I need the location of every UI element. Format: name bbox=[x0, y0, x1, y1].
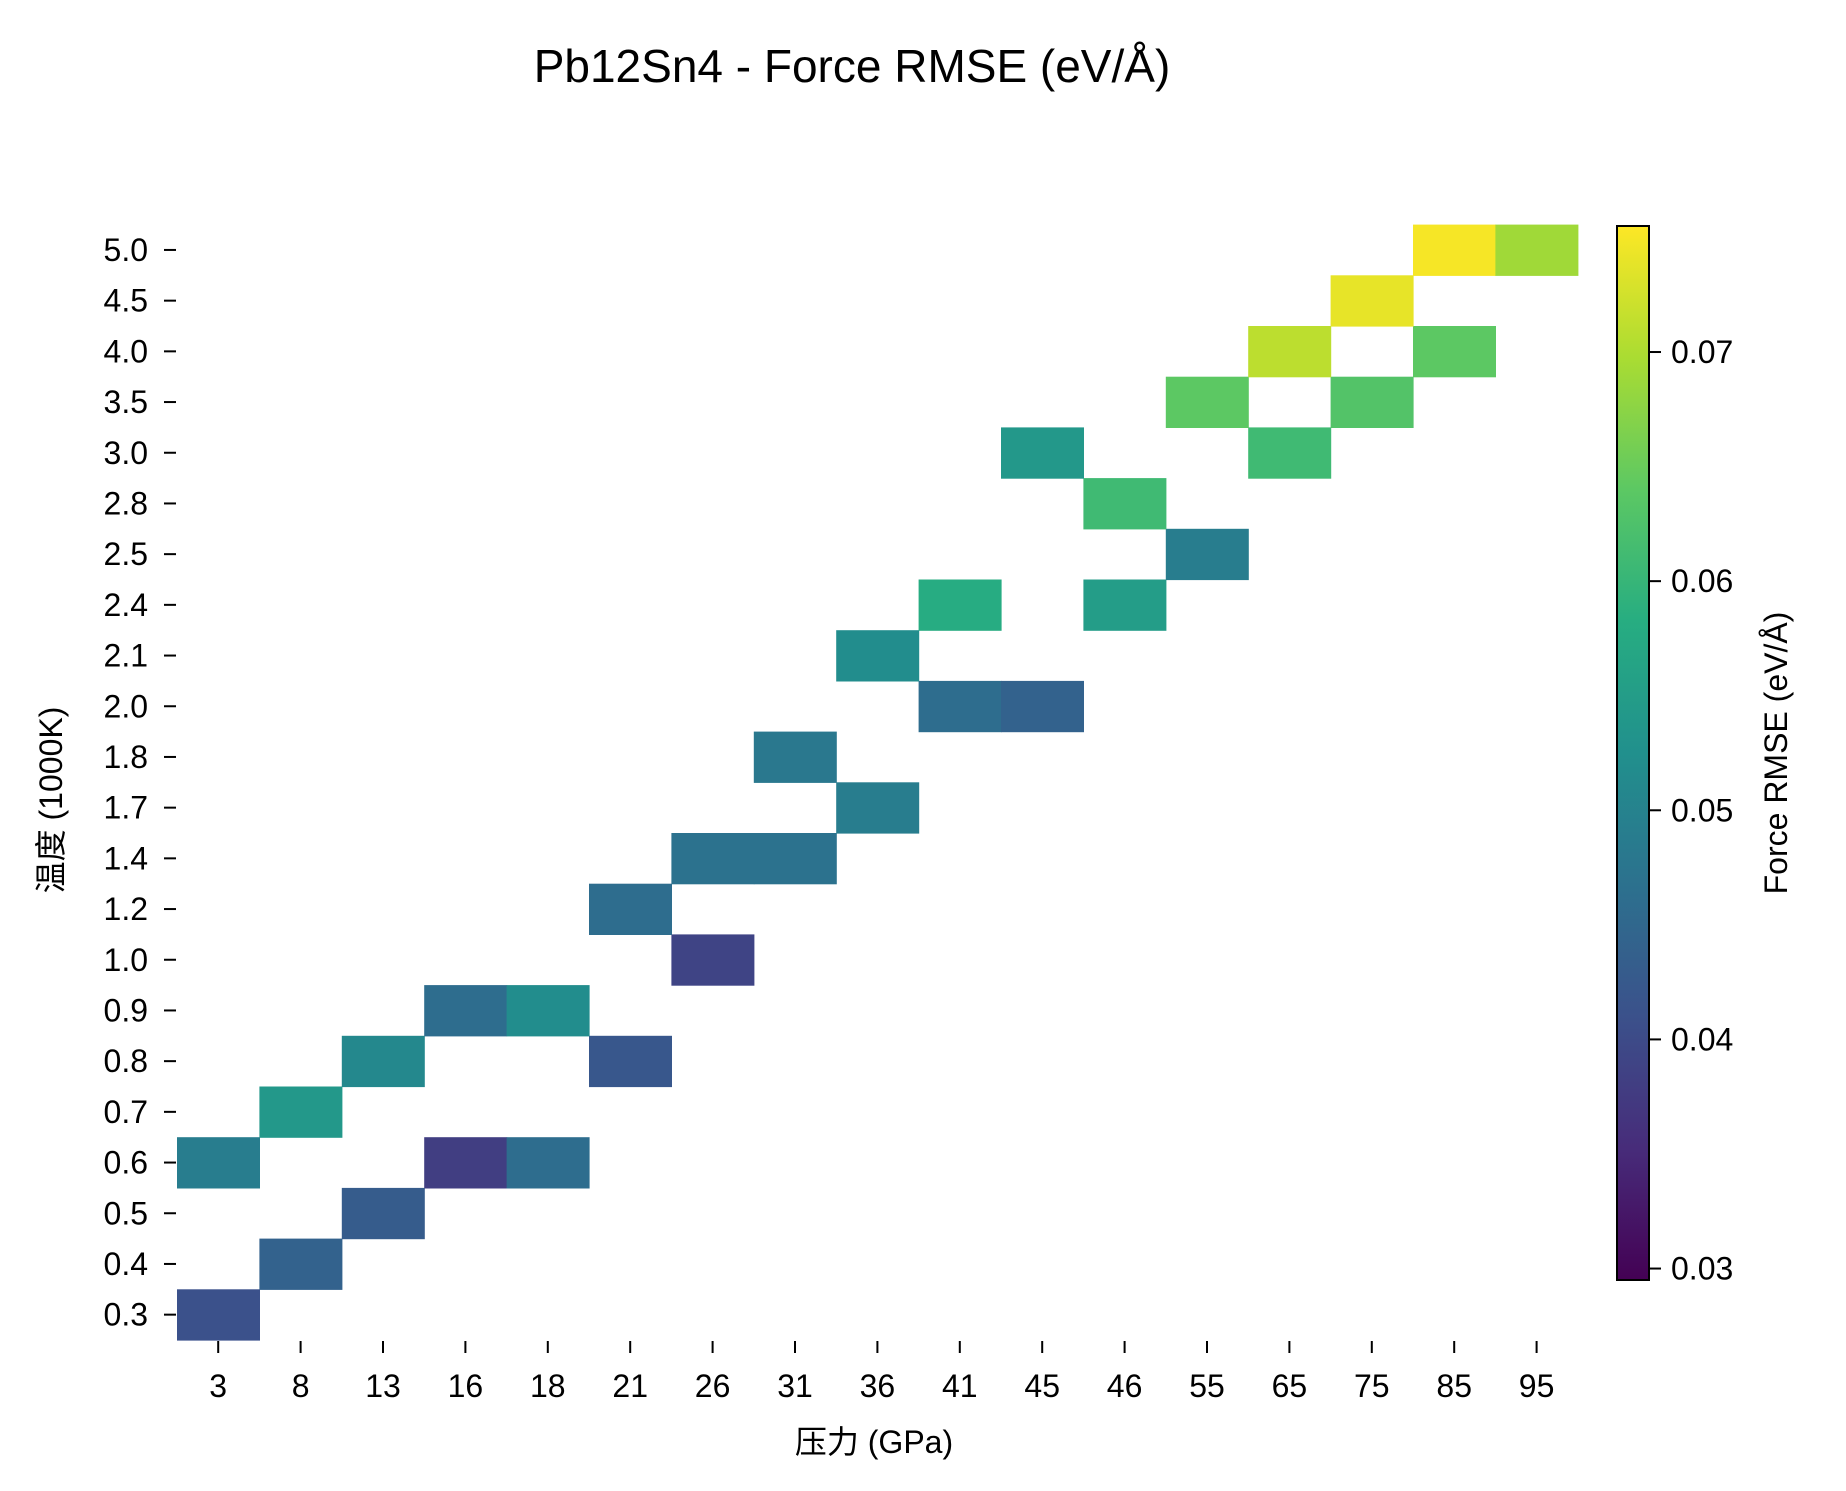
x-tick-label: 8 bbox=[292, 1368, 310, 1404]
heatmap-cell bbox=[753, 833, 837, 885]
heatmap-cell bbox=[259, 1238, 343, 1290]
colorbar-tick-label: 0.05 bbox=[1671, 792, 1733, 828]
x-tick-label: 45 bbox=[1024, 1368, 1060, 1404]
x-tick-label: 31 bbox=[777, 1368, 813, 1404]
colorbar-label: Force RMSE (eV/Å) bbox=[1758, 612, 1794, 895]
x-tick-label: 13 bbox=[365, 1368, 401, 1404]
y-tick-label: 0.3 bbox=[104, 1297, 148, 1333]
heatmap-cell bbox=[671, 833, 755, 885]
heatmap-cell bbox=[1165, 528, 1249, 581]
y-tick-label: 3.5 bbox=[104, 384, 148, 420]
y-tick-label: 1.8 bbox=[104, 739, 148, 775]
heatmap-cell bbox=[836, 782, 920, 834]
y-tick-label: 3.0 bbox=[104, 435, 148, 471]
y-tick-label: 0.6 bbox=[104, 1145, 148, 1181]
heatmap-cell bbox=[259, 1086, 343, 1138]
heatmap-cell bbox=[506, 1137, 590, 1189]
x-tick-label: 46 bbox=[1107, 1368, 1143, 1404]
heatmap-cell bbox=[1330, 275, 1414, 327]
heatmap-cell bbox=[506, 985, 590, 1037]
x-tick-label: 95 bbox=[1519, 1368, 1555, 1404]
x-tick-label: 55 bbox=[1189, 1368, 1225, 1404]
y-tick-label: 1.7 bbox=[104, 790, 148, 826]
y-tick-label: 4.5 bbox=[104, 283, 148, 319]
y-tick-label: 1.4 bbox=[104, 840, 148, 876]
heatmap-cell bbox=[1248, 427, 1332, 479]
y-tick-label: 1.2 bbox=[104, 891, 148, 927]
y-tick-label: 2.5 bbox=[104, 536, 148, 572]
colorbar-gradient bbox=[1616, 225, 1650, 1281]
heatmap-cell bbox=[836, 630, 920, 682]
x-tick-label: 75 bbox=[1354, 1368, 1390, 1404]
heatmap-cell bbox=[671, 934, 755, 986]
heatmap-cell bbox=[589, 1035, 672, 1088]
colorbar-tick-label: 0.07 bbox=[1671, 334, 1733, 370]
x-tick-label: 36 bbox=[860, 1368, 896, 1404]
chart-title: Pb12Sn4 - Force RMSE (eV/Å) bbox=[534, 40, 1171, 92]
heatmap-cell bbox=[1413, 224, 1496, 276]
colorbar-tick-label: 0.06 bbox=[1671, 563, 1733, 599]
heatmap-cell bbox=[918, 680, 1002, 733]
heatmap-cell bbox=[424, 985, 508, 1037]
heatmap-cell bbox=[341, 1035, 425, 1088]
x-tick-label: 65 bbox=[1272, 1368, 1308, 1404]
heatmap-cell bbox=[1330, 376, 1414, 428]
heatmap-cell bbox=[753, 731, 837, 783]
heatmap-cell bbox=[1083, 579, 1167, 631]
colorbar: 0.03 0.04 0.05 0.06 0.07 Force RMSE (eV/Å) bbox=[1616, 225, 1794, 1287]
x-tick-label: 21 bbox=[612, 1368, 648, 1404]
x-tick-label: 18 bbox=[530, 1368, 566, 1404]
heatmap-cell bbox=[1495, 224, 1579, 276]
heatmap-cell bbox=[177, 1289, 260, 1341]
y-tick-label: 0.8 bbox=[104, 1043, 148, 1079]
y-tick-label: 0.5 bbox=[104, 1195, 148, 1231]
heatmap-cell bbox=[589, 883, 672, 935]
y-tick-label: 0.9 bbox=[104, 992, 148, 1028]
colorbar-tick-label: 0.03 bbox=[1671, 1251, 1733, 1287]
heatmap-cell bbox=[918, 579, 1002, 631]
y-axis-label: 温度 (1000K) bbox=[33, 707, 69, 894]
heatmap-cells bbox=[177, 224, 1579, 1341]
heatmap-cell bbox=[177, 1137, 260, 1189]
x-axis-ticks: 3 8 13 16 18 21 26 31 36 41 45 46 55 65 75 85 95 bbox=[209, 1341, 1554, 1404]
y-axis-ticks: 0.3 0.4 0.5 0.6 0.7 0.8 0.9 1.0 1.2 1.4 1.7 1.8 2.0 2… bbox=[104, 232, 176, 1333]
heatmap-cell bbox=[1248, 326, 1332, 378]
y-tick-label: 5.0 bbox=[104, 232, 148, 268]
heatmap-cell bbox=[1083, 478, 1167, 530]
y-tick-label: 2.0 bbox=[104, 688, 148, 724]
heatmap-cell bbox=[341, 1187, 425, 1240]
y-tick-label: 2.1 bbox=[104, 638, 148, 674]
x-tick-label: 3 bbox=[209, 1368, 227, 1404]
x-tick-label: 85 bbox=[1436, 1368, 1472, 1404]
x-tick-label: 41 bbox=[942, 1368, 978, 1404]
heatmap-cell bbox=[424, 1137, 508, 1189]
y-tick-label: 1.0 bbox=[104, 942, 148, 978]
heatmap-cell bbox=[1001, 680, 1084, 733]
x-axis-label: 压力 (GPa) bbox=[795, 1424, 953, 1460]
y-tick-label: 0.7 bbox=[104, 1094, 148, 1130]
y-tick-label: 0.4 bbox=[104, 1246, 148, 1282]
y-tick-label: 2.4 bbox=[104, 587, 148, 623]
x-tick-label: 26 bbox=[695, 1368, 731, 1404]
x-tick-label: 16 bbox=[448, 1368, 484, 1404]
heatmap-cell bbox=[1413, 326, 1496, 378]
colorbar-tick-label: 0.04 bbox=[1671, 1021, 1733, 1057]
y-tick-label: 2.8 bbox=[104, 485, 148, 521]
heatmap-cell bbox=[1001, 427, 1084, 479]
y-tick-label: 4.0 bbox=[104, 333, 148, 369]
colorbar-ticks: 0.03 0.04 0.05 0.06 0.07 bbox=[1649, 334, 1733, 1287]
heatmap-cell bbox=[1165, 376, 1249, 428]
